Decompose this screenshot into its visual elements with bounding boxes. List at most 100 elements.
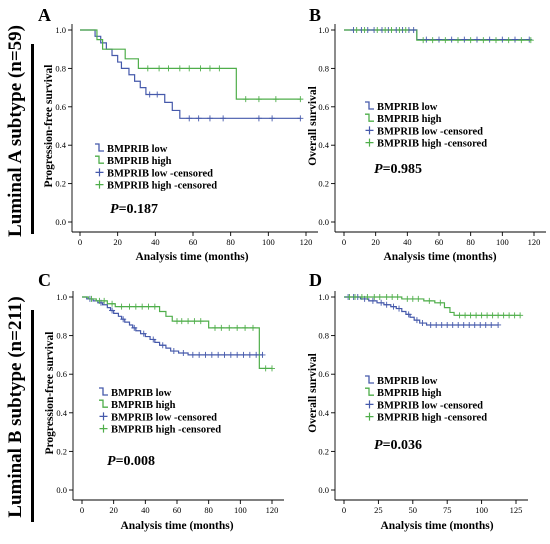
- censor-mark: [144, 65, 151, 72]
- legend-item-bmprib-high-censored: BMPRIB high -censored: [365, 412, 487, 424]
- x-tick-label: 20: [113, 237, 122, 247]
- legend-item-bmprib-low: BMPRIB low: [95, 143, 168, 155]
- censor-mark: [409, 295, 416, 302]
- legend-label: BMPRIB high -censored: [377, 139, 487, 150]
- x-tick-label: 20: [371, 237, 380, 247]
- x-tick-label: 60: [189, 237, 198, 247]
- censor-mark: [126, 303, 133, 310]
- censor-mark: [511, 312, 518, 319]
- censor-mark: [382, 27, 389, 33]
- x-tick-label: 120: [300, 237, 313, 247]
- censor-mark: [176, 65, 183, 72]
- censor-mark: [383, 301, 390, 308]
- x-tick-label: 80: [204, 505, 213, 515]
- censor-mark: [358, 294, 365, 300]
- censor-mark: [429, 37, 436, 44]
- y-axis-title: Overall survival: [307, 353, 319, 433]
- x-tick-label: 50: [409, 505, 418, 515]
- y-tick-label: 0.4: [318, 408, 329, 418]
- censor-mark: [234, 351, 241, 358]
- censor-mark: [376, 294, 383, 300]
- censor-mark: [486, 36, 493, 43]
- y-tick-label: 0.6: [56, 369, 67, 379]
- censor-mark: [139, 303, 146, 310]
- legend-item-bmprib-high-censored: BMPRIB high -censored: [365, 138, 487, 150]
- censor-mark: [482, 321, 489, 328]
- censor-mark: [109, 300, 116, 307]
- legend-label: BMPRIB low -censored: [377, 400, 483, 411]
- legend-label: BMPRIB low: [377, 376, 438, 387]
- censor-mark: [460, 321, 467, 328]
- y-tick-label: 0.4: [56, 408, 67, 418]
- x-tick-label: 80: [466, 237, 475, 247]
- censor-mark: [208, 351, 215, 358]
- censor-mark: [506, 312, 513, 319]
- censor-mark: [396, 305, 403, 312]
- x-axis-title: Analysis time (months): [380, 520, 493, 532]
- panel-letter: A: [38, 5, 51, 25]
- censor-mark: [390, 303, 397, 310]
- censor-mark: [226, 324, 233, 331]
- p-value-symbol: P: [374, 438, 383, 453]
- censor-mark: [369, 297, 376, 304]
- panel-d: D 0.0 0.2 0.4 0.6 0.8 1.0 0 25 50 75 100 125 Overall …: [307, 270, 528, 532]
- x-tick-label: 20: [109, 505, 118, 515]
- legend-label: BMPRIB low: [107, 144, 168, 155]
- censor-mark: [474, 36, 480, 43]
- legend-item-bmprib-high-censored: BMPRIB high -censored: [95, 180, 217, 192]
- censor-mark: [206, 65, 213, 72]
- km-curve-bmprib-high: [80, 29, 301, 100]
- row-label-luminal-a: Luminal A subtype (n=59): [5, 25, 26, 237]
- x-tick-label: 100: [262, 237, 275, 247]
- km-curve-bmprib-low: [80, 29, 301, 119]
- y-tick-label: 0.6: [318, 369, 329, 379]
- censor-mark: [478, 312, 485, 319]
- x-tick-label: 40: [151, 237, 160, 247]
- x-tick-label: 120: [266, 505, 279, 515]
- censor-mark: [186, 65, 193, 72]
- censor-mark: [262, 365, 269, 372]
- censor-mark: [456, 312, 463, 319]
- p-value-symbol: P: [110, 202, 119, 217]
- p-value-number: =0.985: [383, 162, 422, 177]
- censor-mark: [88, 295, 95, 302]
- p-value-number: =0.036: [383, 438, 422, 453]
- legend-item-bmprib-low-censored: BMPRIB low -censored: [365, 400, 483, 411]
- y-tick-label: 0.0: [56, 485, 67, 495]
- censor-mark: [151, 303, 158, 310]
- censor-mark: [423, 36, 430, 43]
- legend-step-icon: [365, 387, 374, 396]
- censor-mark: [402, 27, 409, 33]
- censor-mark: [297, 96, 304, 103]
- censor-mark: [154, 91, 161, 98]
- censor-mark: [438, 321, 445, 328]
- censor-mark: [269, 365, 275, 372]
- legend-item-bmprib-low-censored: BMPRIB low -censored: [99, 412, 217, 423]
- censor-mark: [240, 351, 247, 358]
- censor-mark: [480, 37, 487, 44]
- censor-mark: [234, 324, 241, 331]
- x-tick-label: 125: [510, 505, 523, 515]
- x-tick-label: 0: [78, 237, 82, 247]
- legend-label: BMPRIB high: [377, 114, 442, 125]
- censor-mark: [512, 36, 518, 43]
- y-tick-label: 0.2: [55, 179, 66, 189]
- y-tick-label: 0.2: [318, 446, 329, 456]
- panels: A 0.0 0.2 0.4 0.6 0.8 1.0 0 20 40 60 80 100 120 Progre…: [38, 5, 546, 532]
- censor-mark: [297, 115, 304, 122]
- km-curve-bmprib-high: [82, 296, 272, 370]
- censor-mark: [499, 36, 506, 43]
- x-tick-label: 60: [435, 237, 444, 247]
- censor-mark: [221, 351, 228, 358]
- y-tick-label: 0.8: [55, 63, 66, 73]
- censor-mark: [131, 324, 138, 331]
- censor-mark: [455, 321, 462, 328]
- censor-mark: [374, 27, 381, 33]
- p-value-number: =0.008: [116, 454, 155, 469]
- censor-mark: [109, 307, 116, 314]
- censor-mark: [396, 27, 403, 33]
- legend-censor-icon: [95, 168, 104, 177]
- x-tick-label: 40: [141, 505, 150, 515]
- legend-step-icon: [99, 399, 108, 408]
